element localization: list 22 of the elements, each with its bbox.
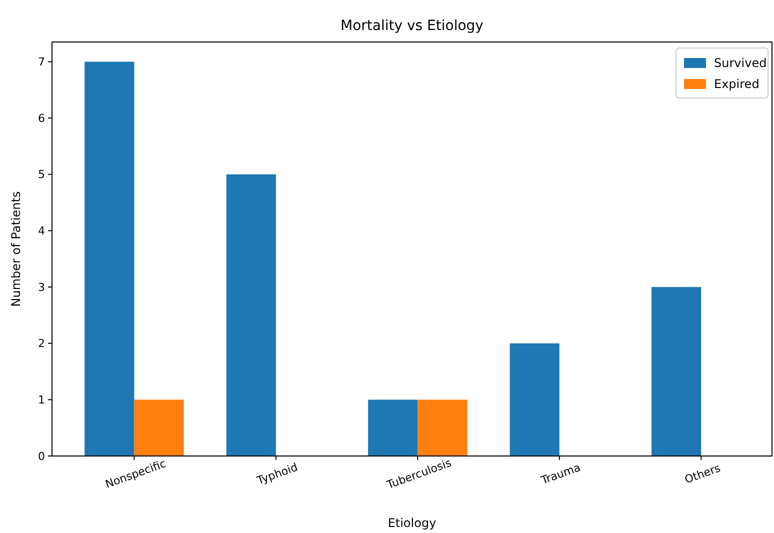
x-axis-title: Etiology [388,516,436,530]
legend-label: Expired [714,77,760,92]
bar [134,400,184,456]
chart-title: Mortality vs Etiology [340,18,484,34]
bar [418,400,468,456]
y-tick-label: 5 [38,168,45,182]
bar [226,174,276,456]
y-tick-label: 0 [38,450,45,463]
legend-label: Survived [714,56,767,70]
y-tick-label: 2 [38,337,45,350]
y-axis-title: Number of Patients [9,191,23,307]
y-tick-label: 7 [38,56,45,69]
bar [510,343,560,456]
bar [84,62,134,456]
y-tick-label: 4 [38,224,45,238]
bar [368,400,418,456]
x-tick-label: Others [682,461,722,486]
y-tick-label: 6 [38,112,45,125]
bar [652,287,702,456]
y-tick-label: 3 [38,280,45,294]
y-tick-label: 1 [38,394,45,407]
x-tick-label: Trauma [538,460,582,488]
